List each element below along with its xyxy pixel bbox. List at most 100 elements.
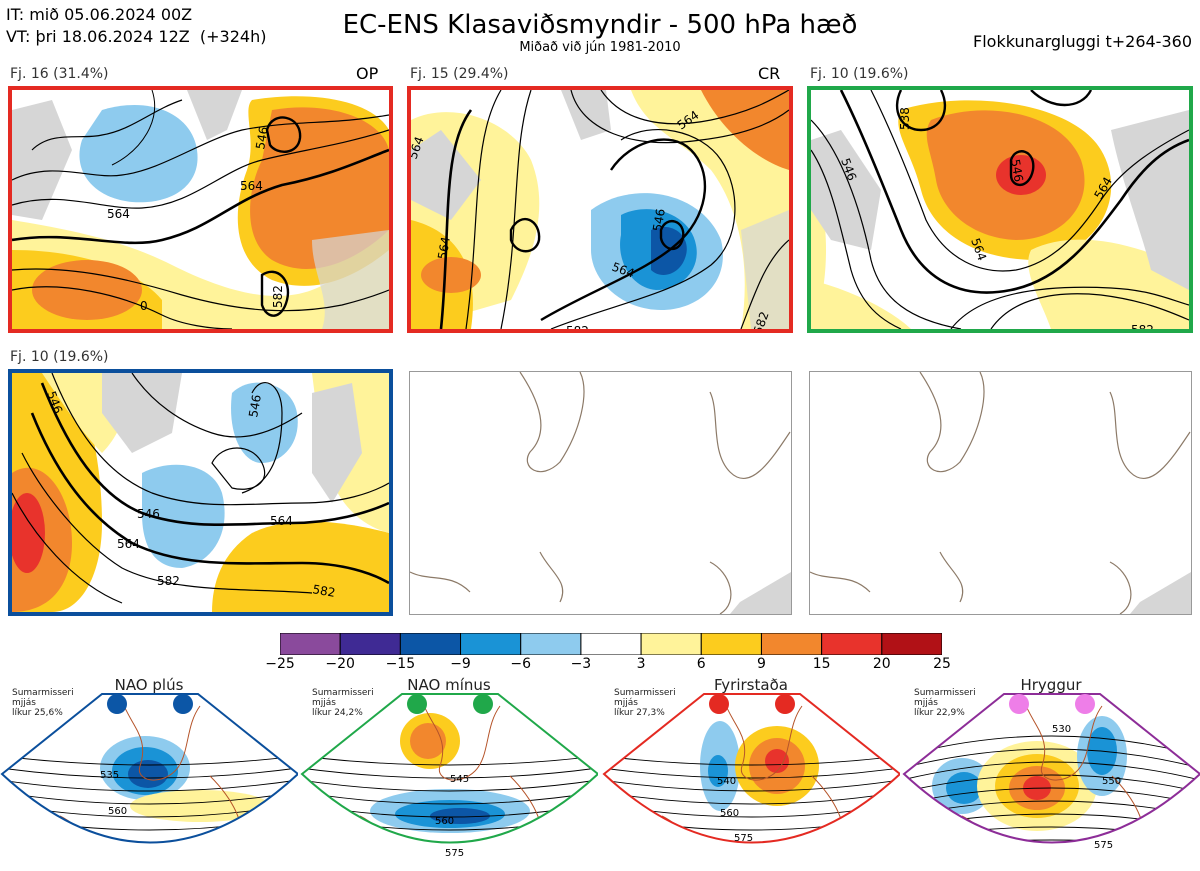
height-contour bbox=[904, 761, 1200, 781]
cluster-map-4: 546 546 564 564 582 582 546 bbox=[8, 369, 393, 616]
cluster-map-3: 546 564 564 538 546 582 bbox=[807, 86, 1193, 333]
height-contour bbox=[2, 791, 298, 805]
height-contour bbox=[0, 852, 298, 869]
regime-season: Sumarmisseri bbox=[12, 688, 74, 698]
cluster-1-label: Fj. 16 (31.4%) bbox=[10, 66, 109, 82]
height-contour bbox=[302, 755, 598, 766]
anomaly-shading bbox=[1015, 853, 1045, 863]
regime-title: NAO mínus bbox=[407, 676, 491, 694]
regime-marker-dot bbox=[1009, 694, 1029, 714]
contour-label: 546 bbox=[246, 394, 264, 419]
regime-prob: líkur 24,2% bbox=[312, 708, 363, 718]
regime-map: 545 560 575 bbox=[300, 693, 598, 859]
contour-label: 564 bbox=[435, 236, 453, 261]
regime-season: Sumarmisseri bbox=[614, 688, 676, 698]
colorbar-swatch bbox=[881, 632, 943, 656]
colorbar-swatch bbox=[760, 632, 823, 656]
contour-label: 582 bbox=[311, 582, 336, 600]
regime-marker-dot bbox=[407, 694, 427, 714]
colorbar-swatch bbox=[399, 632, 462, 656]
height-contour bbox=[604, 767, 900, 779]
contour-label: 560 bbox=[720, 808, 739, 819]
regime-frame bbox=[300, 693, 598, 844]
empty-map-6 bbox=[809, 371, 1192, 615]
contour-label: 564 bbox=[240, 179, 263, 193]
contour-label: 560 bbox=[108, 806, 127, 817]
anomaly-shading bbox=[410, 723, 446, 759]
colorbar-swatch bbox=[821, 632, 883, 656]
regime-marker-dot bbox=[473, 694, 493, 714]
regime-label: mjjás bbox=[12, 698, 36, 708]
regime-label: mjjás bbox=[914, 698, 938, 708]
regime-info: Sumarmisseri mjjás líkur 27,3% bbox=[614, 688, 676, 718]
classification-window: Flokkunargluggi t+264-360 bbox=[973, 32, 1192, 51]
contour-label: 582 bbox=[751, 310, 772, 329]
regime-panel: Sumarmisseri mjjás líkur 27,3% 540 560 575 Fyr… bbox=[602, 676, 900, 871]
cluster-4-label: Fj. 10 (19.6%) bbox=[10, 349, 109, 365]
cluster-map-2: 564 564 546 564 582 582 564 bbox=[407, 86, 793, 333]
colorbar-tick-label: −25 bbox=[265, 656, 295, 672]
regime-season: Sumarmisseri bbox=[914, 688, 976, 698]
contour-label: 582 bbox=[271, 285, 285, 308]
anomaly-shading bbox=[130, 790, 270, 822]
cluster-map-1: 564 564 546 582 0 bbox=[8, 86, 393, 333]
colorbar-svg bbox=[279, 632, 943, 656]
colorbar-swatch bbox=[520, 632, 582, 656]
colorbar bbox=[279, 632, 943, 656]
regime-panel: Sumarmisseri mjjás líkur 24,2% 545 560 575 NAO… bbox=[300, 676, 598, 871]
regime-panel: Sumarmisseri mjjás líkur 25,6% 535 560 NAO pl… bbox=[0, 676, 298, 871]
regime-marker-dot bbox=[107, 694, 127, 714]
regime-info: Sumarmisseri mjjás líkur 25,6% bbox=[12, 688, 74, 718]
anomaly-shading bbox=[765, 749, 789, 773]
colorbar-tick-label: −3 bbox=[570, 656, 592, 672]
colorbar-tick-label: −20 bbox=[325, 656, 355, 672]
contour-label: 535 bbox=[100, 770, 119, 781]
page-subtitle: Miðað við jún 1981-2010 bbox=[519, 40, 681, 55]
colorbar-swatch bbox=[339, 632, 401, 656]
anomaly-shading bbox=[128, 760, 168, 788]
cluster-1-tag: OP bbox=[356, 64, 379, 83]
regime-marker-dot bbox=[1075, 694, 1095, 714]
init-time: IT: mið 05.06.2024 00Z bbox=[6, 5, 193, 24]
contour-label: 546 bbox=[253, 126, 271, 151]
contour-label: 575 bbox=[1094, 840, 1113, 851]
contour-label: 0 bbox=[140, 299, 148, 313]
regime-title: NAO plús bbox=[114, 676, 184, 694]
contour-label: 560 bbox=[435, 816, 454, 827]
height-contour bbox=[602, 852, 900, 869]
height-contour bbox=[904, 748, 1200, 769]
regime-label: mjjás bbox=[312, 698, 336, 708]
colorbar-tick-label: 15 bbox=[812, 656, 831, 672]
regime-frame bbox=[0, 693, 298, 844]
height-contour bbox=[604, 779, 900, 792]
height-contour bbox=[604, 755, 900, 766]
cluster-2-label: Fj. 15 (29.4%) bbox=[410, 66, 509, 82]
height-contour bbox=[2, 767, 298, 779]
empty-map-5 bbox=[409, 371, 792, 615]
page-title: EC-ENS Klasaviðsmyndir - 500 hPa hæð bbox=[342, 10, 858, 40]
colorbar-tick-label: 9 bbox=[756, 656, 766, 672]
cluster-2-tag: CR bbox=[758, 64, 781, 83]
regime-season: Sumarmisseri bbox=[312, 688, 374, 698]
regime-prob: líkur 22,9% bbox=[914, 708, 965, 718]
contour-label: 575 bbox=[734, 833, 753, 844]
height-contour bbox=[2, 779, 298, 792]
colorbar-tick-label: 3 bbox=[636, 656, 646, 672]
regime-label: mjjás bbox=[614, 698, 638, 708]
regime-map: 540 560 575 bbox=[602, 693, 900, 869]
contour-label: 545 bbox=[450, 774, 469, 785]
colorbar-swatch bbox=[460, 632, 522, 656]
cluster-3-label: Fj. 10 (19.6%) bbox=[810, 66, 909, 82]
colorbar-tick-label: −15 bbox=[385, 656, 416, 672]
height-contour bbox=[904, 787, 1200, 805]
height-contour bbox=[302, 791, 598, 805]
regime-title: Hryggur bbox=[1020, 676, 1082, 694]
contour-label: 582 bbox=[1131, 323, 1154, 329]
regime-panel: Sumarmisseri mjjás líkur 22,9% 530 550 575 Hry… bbox=[902, 676, 1200, 871]
height-contour bbox=[904, 735, 1200, 757]
colorbar-tick-label: 25 bbox=[933, 656, 951, 672]
anomaly-shading bbox=[946, 772, 982, 804]
colorbar-labels: −25 −20 −15 −9 −6 −3 3 6 9 15 20 25 bbox=[265, 656, 951, 676]
regime-frame bbox=[602, 693, 900, 844]
anomaly-shading bbox=[430, 808, 490, 824]
